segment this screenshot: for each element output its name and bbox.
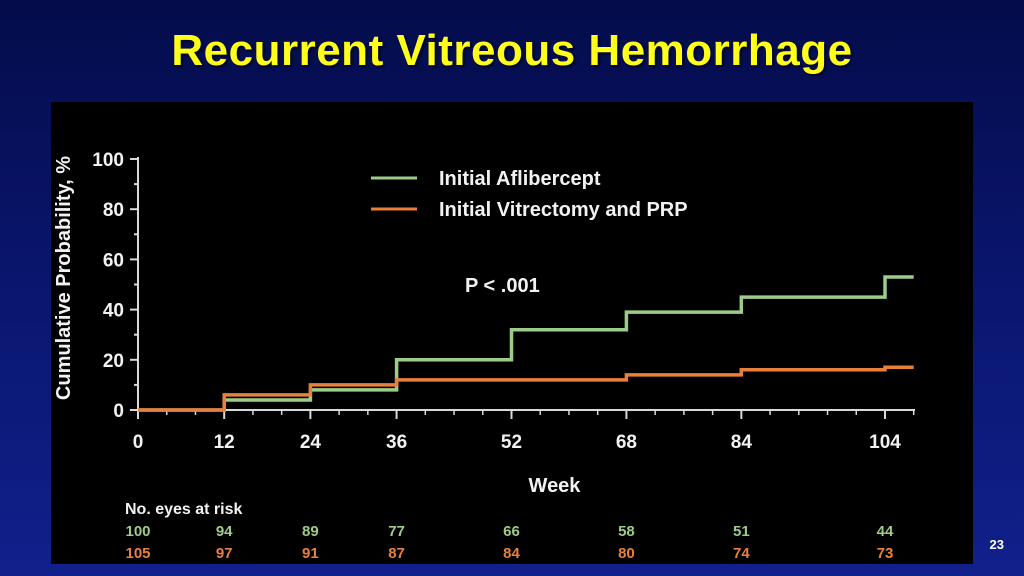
- x-tick-label: 36: [386, 432, 407, 453]
- risk-table-cell: 77: [388, 523, 405, 540]
- risk-table-cell: 44: [877, 523, 894, 540]
- risk-table-cell: 97: [216, 545, 233, 562]
- chart-panel: 0 20 40 60 80 100 0 12 24 36 52 68 84 104 Cumulative P…: [51, 102, 973, 564]
- x-tick-label: 104: [869, 432, 901, 453]
- risk-table-cell: 84: [503, 545, 520, 562]
- x-tick-label: 68: [616, 432, 637, 453]
- legend-label-1: Initial Aflibercept: [439, 168, 601, 190]
- risk-table-cell: 51: [733, 523, 750, 540]
- x-tick-label: 24: [300, 432, 322, 453]
- y-tick-label: 100: [92, 150, 124, 171]
- risk-table-cell: 105: [125, 545, 150, 562]
- series-line-2: [138, 365, 914, 412]
- y-tick-label: 80: [103, 200, 124, 221]
- x-axis-label: Week: [529, 475, 582, 497]
- risk-table-cell: 89: [302, 523, 319, 540]
- risk-table-cell: 100: [125, 523, 150, 540]
- risk-table-cell: 91: [302, 545, 319, 562]
- slide-title: Recurrent Vitreous Hemorrhage: [171, 26, 853, 75]
- y-tick-label: 60: [103, 250, 124, 271]
- x-tick-label: 52: [501, 432, 522, 453]
- km-chart: 0 20 40 60 80 100 0 12 24 36 52 68 84 104 Cumulative P…: [53, 150, 915, 562]
- y-tick-label: 20: [103, 351, 124, 372]
- series-line-1: [138, 275, 914, 412]
- legend-label-2: Initial Vitrectomy and PRP: [439, 199, 688, 221]
- x-tick-label: 12: [214, 432, 235, 453]
- y-tick-label: 0: [113, 401, 124, 422]
- risk-table-cell: 80: [618, 545, 635, 562]
- x-tick-label: 84: [731, 432, 753, 453]
- risk-table-cell: 94: [216, 523, 233, 540]
- risk-table-cell: 66: [503, 523, 520, 540]
- risk-table-cell: 73: [877, 545, 894, 562]
- p-value-annotation: P < .001: [465, 275, 540, 297]
- x-tick-label: 0: [133, 432, 144, 453]
- risk-table-cell: 74: [733, 545, 750, 562]
- slide-number: 23: [989, 537, 1004, 552]
- risk-table-cell: 58: [618, 523, 635, 540]
- risk-table-cell: 87: [388, 545, 405, 562]
- y-axis-label: Cumulative Probability, %: [53, 156, 75, 400]
- risk-table-title: No. eyes at risk: [125, 501, 243, 518]
- y-tick-label: 40: [103, 301, 124, 322]
